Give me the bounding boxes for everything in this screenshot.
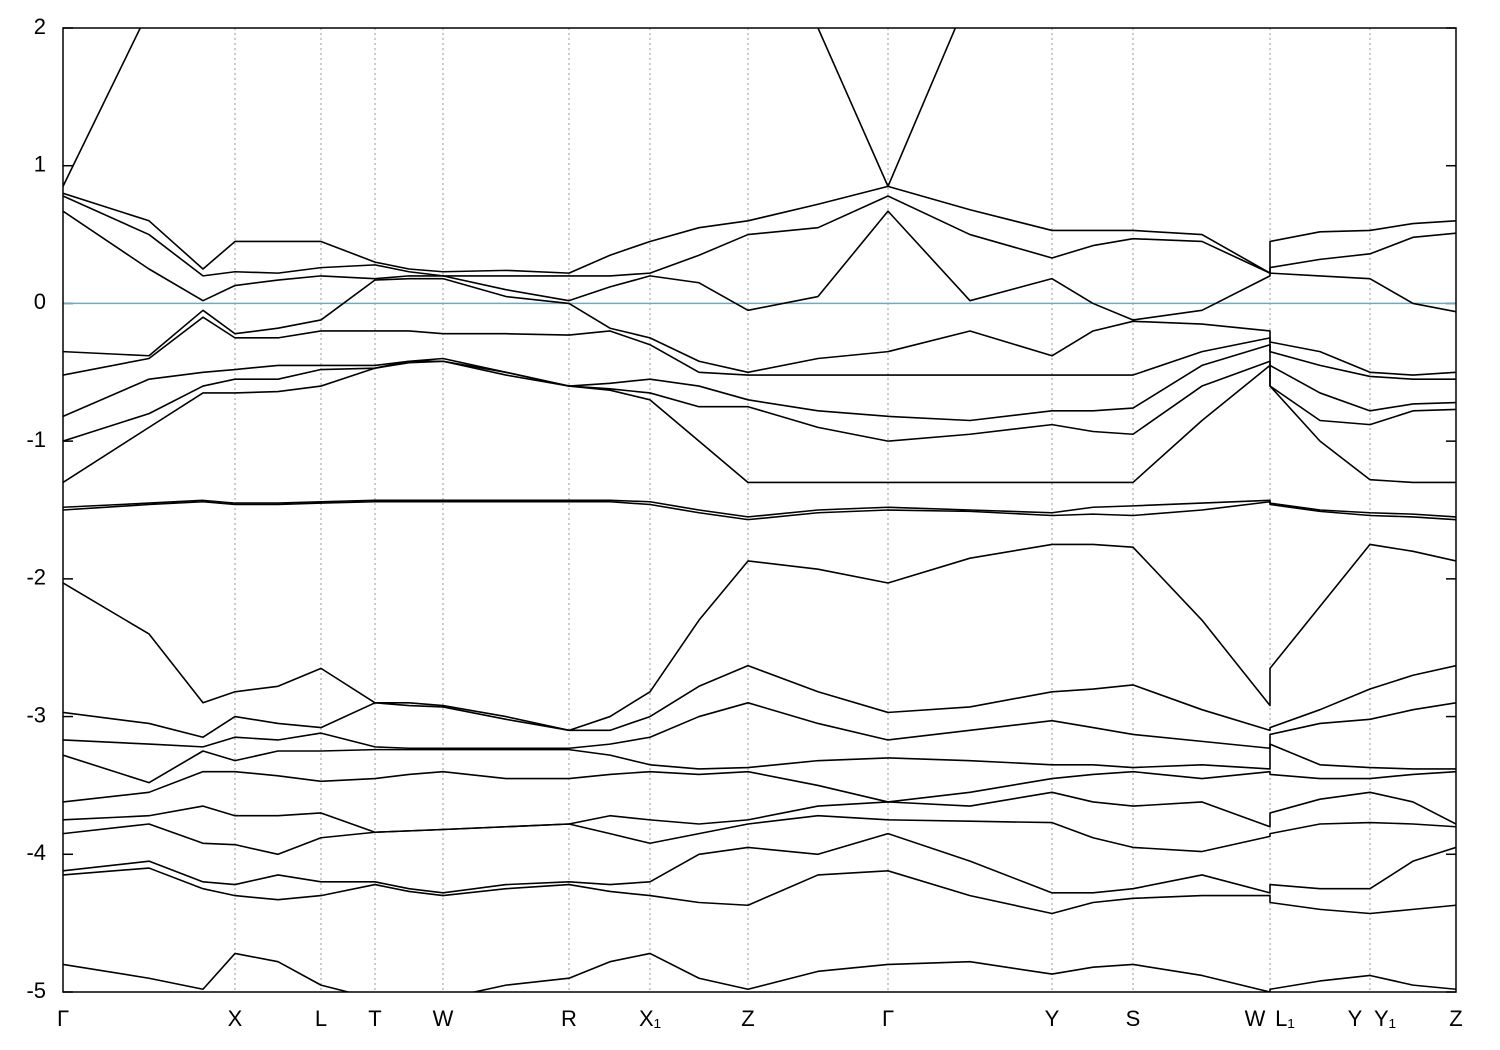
band-line — [63, 770, 1456, 803]
band-line — [63, 743, 1456, 784]
band-line — [63, 277, 1456, 376]
x-tick-label: W — [1245, 1006, 1266, 1031]
x-tick-label: Y — [1045, 1006, 1060, 1031]
x-tick-label: Γ — [882, 1006, 894, 1031]
x-tick-label: W — [433, 1006, 454, 1031]
band-line — [63, 543, 1456, 732]
x-tick-label: R — [561, 1006, 577, 1031]
band-line — [63, 500, 1456, 521]
bands — [63, 28, 1456, 992]
band-line — [63, 867, 1456, 915]
y-tick-label: 2 — [34, 14, 46, 39]
band-line — [63, 702, 1456, 750]
y-tick-label: -3 — [26, 702, 46, 727]
plot-frame — [62, 27, 1457, 993]
x-tick-label: X₁ — [639, 1006, 661, 1031]
band-line — [63, 664, 1456, 739]
y-tick-label: -4 — [26, 840, 46, 865]
tick-labels: 2 1 0 -1 -2 -3 -4 -5 Γ X L T W R X₁ Z Γ Y S W L₁ Y Y₁ Z — [26, 14, 1462, 1031]
band-line — [63, 360, 1456, 484]
x-tick-label: X — [228, 1006, 243, 1031]
band-line — [63, 814, 1456, 856]
band-line — [63, 791, 1456, 834]
band-line — [63, 195, 1456, 277]
x-tick-label: L — [315, 1006, 327, 1031]
band-line — [63, 210, 1456, 321]
y-tick-label: -2 — [26, 565, 46, 590]
x-tick-label: Γ — [57, 1006, 69, 1031]
band-line — [63, 343, 1456, 422]
y-tick-label: -5 — [26, 978, 46, 1003]
band-line — [63, 832, 1456, 894]
x-tick-label: Z — [741, 1006, 754, 1031]
x-tick-label: S — [1126, 1006, 1141, 1031]
x-tick-label: Y₁ — [1374, 1006, 1396, 1031]
x-tick-label: T — [368, 1006, 381, 1031]
y-tick-label: -1 — [26, 427, 46, 452]
y-tick-label: 0 — [34, 289, 46, 314]
band-line — [63, 185, 1456, 274]
y-tick-label: 1 — [34, 152, 46, 177]
x-tick-label: L₁ — [1275, 1006, 1295, 1031]
band-line — [63, 952, 1456, 992]
x-tick-label: Z — [1449, 1006, 1462, 1031]
x-tick-label: Y — [1348, 1006, 1363, 1031]
